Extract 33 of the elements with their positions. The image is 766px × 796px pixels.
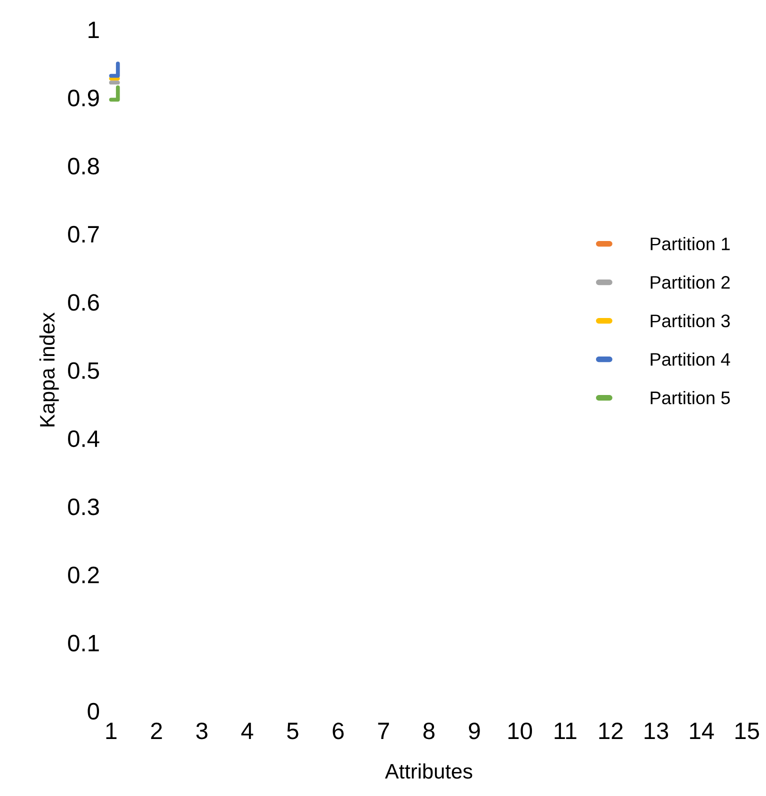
y-tick-label: 0.5 xyxy=(68,362,99,379)
legend-label: Partition 4 xyxy=(650,352,730,366)
y-tick-label: 0.4 xyxy=(68,430,100,448)
x-tick-label: 10 xyxy=(508,722,532,740)
y-tick-label: 0 xyxy=(88,702,100,720)
x-tick-label: 1 xyxy=(106,722,116,740)
x-tick-label: 2 xyxy=(151,722,162,740)
x-tick-label: 5 xyxy=(287,722,298,740)
y-tick-label: 0.2 xyxy=(68,566,99,584)
x-tick-label: 3 xyxy=(196,722,208,740)
y-tick-label: 0.3 xyxy=(68,498,99,516)
x-tick-label: 12 xyxy=(599,722,623,740)
x-tick-label: 11 xyxy=(554,722,576,740)
x-tick-label: 13 xyxy=(644,722,668,740)
y-tick-label: 0.7 xyxy=(68,226,99,243)
y-tick-label: 0.8 xyxy=(68,158,99,175)
y-axis-title: Kappa index xyxy=(39,312,59,426)
y-tick-label: 1 xyxy=(88,22,99,38)
x-axis-title: Attributes xyxy=(385,763,472,779)
legend-label: Partition 3 xyxy=(650,314,730,328)
legend-label: Partition 2 xyxy=(650,276,730,289)
x-tick-label: 9 xyxy=(468,722,480,740)
x-tick-label: 7 xyxy=(378,722,389,740)
x-tick-label: 14 xyxy=(690,722,714,740)
x-tick-label: 8 xyxy=(423,722,434,740)
y-tick-label: 0.6 xyxy=(68,294,99,311)
legend-label: Partition 1 xyxy=(650,237,730,250)
x-tick-label: 15 xyxy=(736,722,759,740)
y-tick-label: 0.1 xyxy=(68,634,99,652)
y-tick-label: 0.9 xyxy=(68,90,99,106)
x-tick-label: 4 xyxy=(241,722,254,740)
x-tick-label: 6 xyxy=(332,722,344,740)
legend-label: Partition 5 xyxy=(650,391,730,404)
